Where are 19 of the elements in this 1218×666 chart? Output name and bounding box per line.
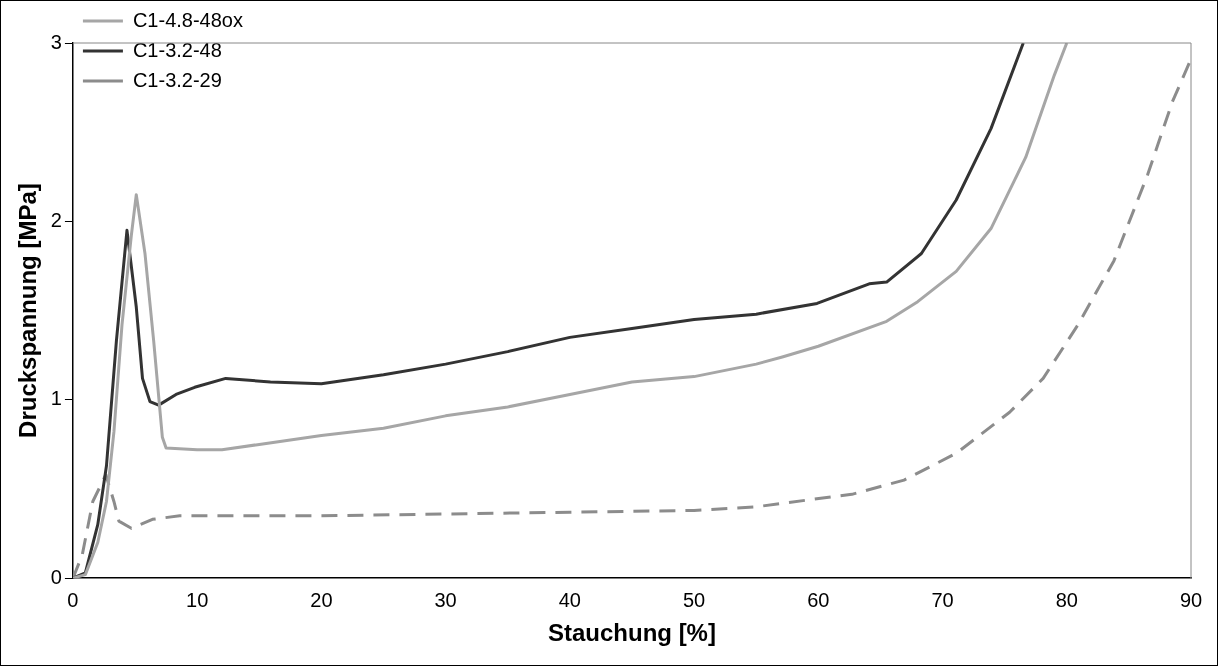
x-tick-label: 70 bbox=[931, 588, 954, 611]
y-tick-label: 1 bbox=[50, 387, 62, 410]
x-axis-title: Stauchung [%] bbox=[547, 619, 716, 647]
x-tick-label: 90 bbox=[1179, 588, 1203, 611]
x-tick-label: 80 bbox=[1055, 588, 1078, 611]
legend-label: C1-4.8-48ox bbox=[132, 8, 243, 31]
legend-label: C1-3.2-29 bbox=[132, 68, 222, 91]
legend-label: C1-3.2-48 bbox=[132, 38, 222, 61]
x-tick-label: 50 bbox=[682, 588, 706, 611]
x-tick-label: 60 bbox=[807, 588, 830, 611]
x-tick-label: 10 bbox=[186, 588, 209, 611]
x-tick-label: 0 bbox=[67, 588, 79, 611]
x-tick-label: 20 bbox=[310, 588, 333, 611]
y-tick-label: 3 bbox=[50, 30, 62, 53]
y-axis-title: Druckspannung [MPa] bbox=[14, 183, 42, 438]
x-tick-label: 30 bbox=[434, 588, 457, 611]
x-tick-label: 40 bbox=[558, 588, 581, 611]
y-tick-label: 0 bbox=[50, 565, 62, 588]
y-tick-label: 2 bbox=[50, 208, 62, 231]
